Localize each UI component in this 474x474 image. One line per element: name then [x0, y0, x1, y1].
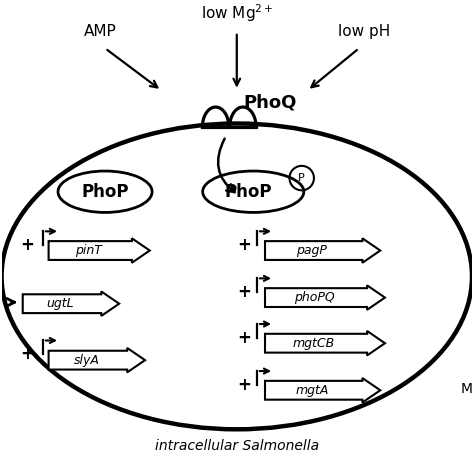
Text: mgtA: mgtA	[295, 384, 328, 397]
Text: PhoQ: PhoQ	[244, 93, 297, 111]
Text: M: M	[460, 383, 473, 396]
FancyArrow shape	[265, 378, 380, 402]
Text: phoPQ: phoPQ	[293, 291, 334, 304]
Text: pagP: pagP	[296, 244, 327, 257]
Text: intracellular Salmonella: intracellular Salmonella	[155, 439, 319, 453]
Text: mgtCB: mgtCB	[293, 337, 335, 350]
Text: P: P	[298, 173, 305, 183]
Text: slyA: slyA	[73, 354, 99, 367]
Text: low Mg$^{2+}$: low Mg$^{2+}$	[201, 2, 273, 24]
Text: +: +	[237, 236, 251, 254]
Text: PhoP: PhoP	[225, 183, 272, 201]
Text: +: +	[237, 375, 251, 393]
Text: low pH: low pH	[337, 24, 390, 39]
Text: +: +	[237, 283, 251, 301]
FancyArrow shape	[265, 238, 380, 263]
Text: +: +	[20, 345, 35, 363]
Text: AMP: AMP	[84, 24, 117, 39]
Text: +: +	[237, 328, 251, 346]
Text: PhoP: PhoP	[82, 183, 129, 201]
Text: ugtL: ugtL	[46, 297, 74, 310]
FancyArrow shape	[23, 292, 119, 316]
FancyArrow shape	[49, 348, 145, 373]
FancyArrow shape	[49, 238, 150, 263]
Text: pinT: pinT	[75, 244, 102, 257]
FancyArrow shape	[265, 285, 385, 310]
FancyArrow shape	[265, 331, 385, 356]
Text: +: +	[20, 236, 35, 254]
